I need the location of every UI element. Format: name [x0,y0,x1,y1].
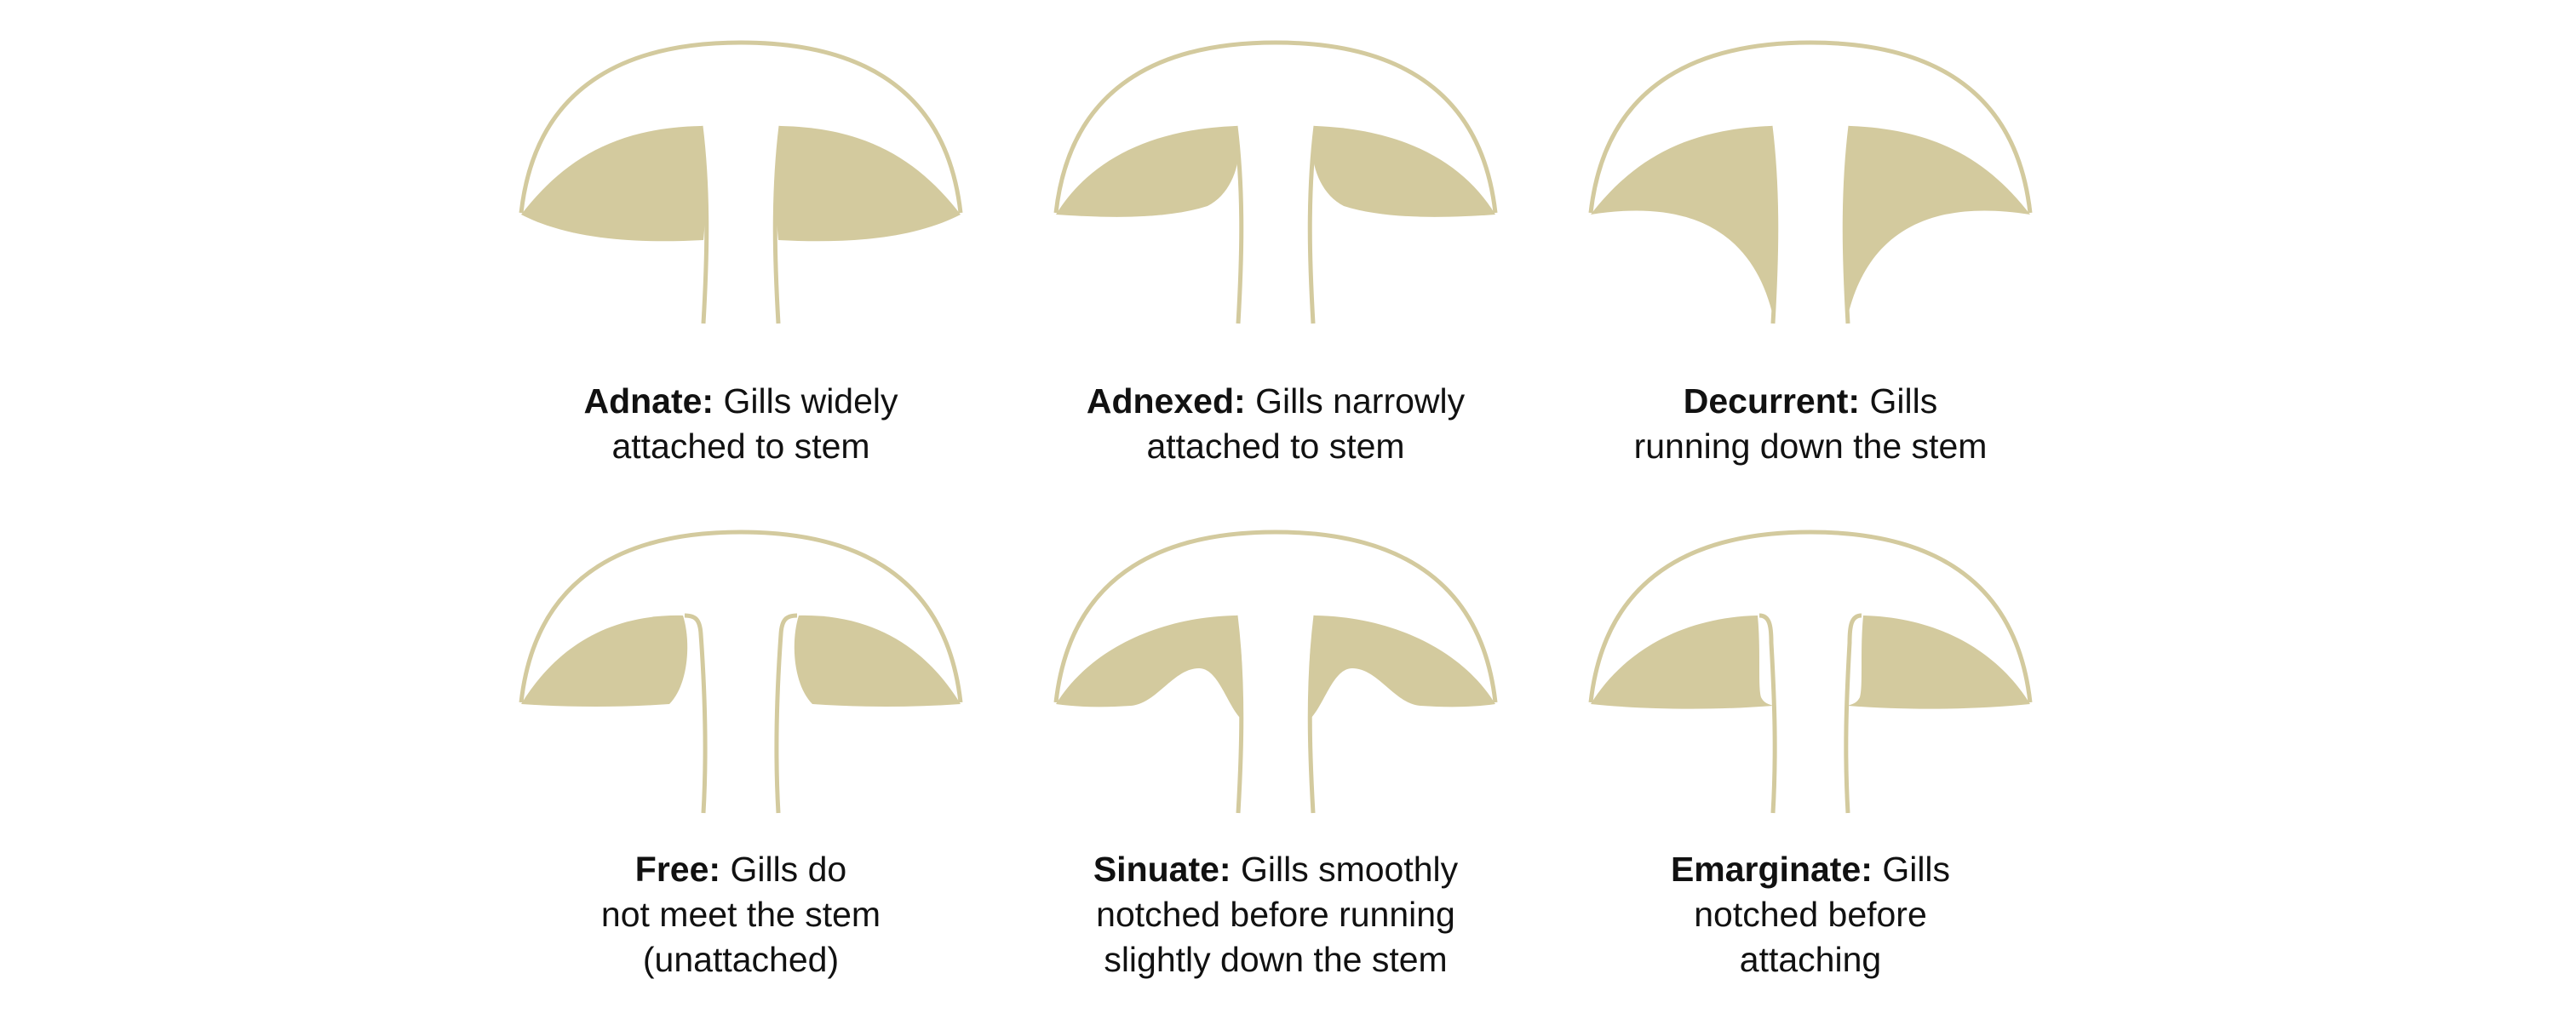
caption-text: Gills do [730,850,847,889]
gill-right [1848,616,2030,709]
gill-right [1309,616,1495,718]
term-label: Decurrent: [1683,381,1861,421]
stem-left-edge [1758,613,1777,814]
mushroom-cap-outline [1053,530,1498,703]
caption-line-1: Adnate: Gills widely [502,379,979,424]
caption-adnate: Adnate: Gills widely attached to stem [502,379,979,469]
caption-text: Gills narrowly [1255,381,1466,421]
stem-right-edge [1844,613,1862,814]
caption-adnexed: Adnexed: Gills narrowly attached to stem [1037,379,1514,469]
caption-line-2: running down the stem [1633,427,1988,466]
gill-left [521,126,707,242]
caption-line-3: slightly down the stem [1104,940,1448,979]
stem-left-edge [698,125,709,324]
caption-text: Gills [1869,381,1938,421]
stem-left-edge [684,613,708,814]
decurrent-mushroom-illustration [1588,40,2033,324]
stem-right-edge [1307,615,1318,814]
caption-line-1: Decurrent: Gills [1572,379,2049,424]
term-label: Adnate: [583,381,714,421]
stem-left-edge [1233,125,1244,324]
gill-right [1312,126,1495,217]
caption-text: Gills smoothly [1240,850,1459,889]
gill-left [1056,126,1239,217]
mushroom-cap-outline [519,530,963,703]
gill-left [1591,126,1777,324]
gill-left [1056,616,1242,718]
free-mushroom-illustration [519,530,963,814]
term-label: Free: [634,850,721,889]
gill-left [521,615,688,707]
gill-left [1591,616,1773,709]
caption-line-2: notched before [1694,895,1927,934]
caption-line-1: Sinuate: Gills smoothly [1037,847,1514,892]
panel-adnexed: Adnexed: Gills narrowly attached to stem [1037,26,1514,528]
mushroom-cap-outline [519,40,963,214]
caption-sinuate: Sinuate: Gills smoothly notched before r… [1037,847,1514,982]
panel-adnate: Adnate: Gills widely attached to stem [502,26,979,528]
gill-right [775,126,961,242]
emarginate-mushroom-illustration [1588,530,2033,814]
stem-right-edge [774,613,798,814]
caption-emarginate: Emarginate: Gills notched before attachi… [1572,847,2049,982]
caption-line-2: not meet the stem [600,895,881,934]
stem-left-edge [1233,615,1244,814]
caption-line-2: attached to stem [1146,427,1405,466]
panel-emarginate: Emarginate: Gills notched before attachi… [1572,515,2049,1017]
caption-line-1: Emarginate: Gills [1572,847,2049,892]
panel-sinuate: Sinuate: Gills smoothly notched before r… [1037,515,1514,1017]
term-label: Adnexed: [1086,381,1246,421]
caption-line-2: attached to stem [611,427,870,466]
mushroom-cap-outline [1588,530,2033,703]
stem-left-edge [1768,125,1779,324]
stem-right-edge [1842,125,1853,324]
panel-decurrent: Decurrent: Gills running down the stem [1572,26,2049,528]
gill-right [794,615,961,707]
gill-right [1844,126,2030,324]
mushroom-cap-outline [1588,40,2033,214]
caption-line-1: Adnexed: Gills narrowly [1037,379,1514,424]
mushroom-cap-outline [1053,40,1498,214]
caption-line-2: notched before running [1096,895,1455,934]
caption-line-1: Free: Gills do [502,847,979,892]
term-label: Sinuate: [1093,850,1231,889]
adnexed-mushroom-illustration [1053,40,1498,324]
caption-free: Free: Gills do not meet the stem (unatta… [502,847,979,982]
caption-decurrent: Decurrent: Gills running down the stem [1572,379,2049,469]
sinuate-mushroom-illustration [1053,530,1498,814]
adnate-mushroom-illustration [519,40,963,324]
panel-free: Free: Gills do not meet the stem (unatta… [502,515,979,1017]
caption-line-3: (unattached) [642,940,840,979]
stem-right-edge [772,125,783,324]
term-label: Emarginate: [1670,850,1873,889]
caption-text: Gills widely [723,381,898,421]
caption-line-3: attaching [1739,940,1882,979]
caption-text: Gills [1882,850,1951,889]
stem-right-edge [1307,125,1318,324]
